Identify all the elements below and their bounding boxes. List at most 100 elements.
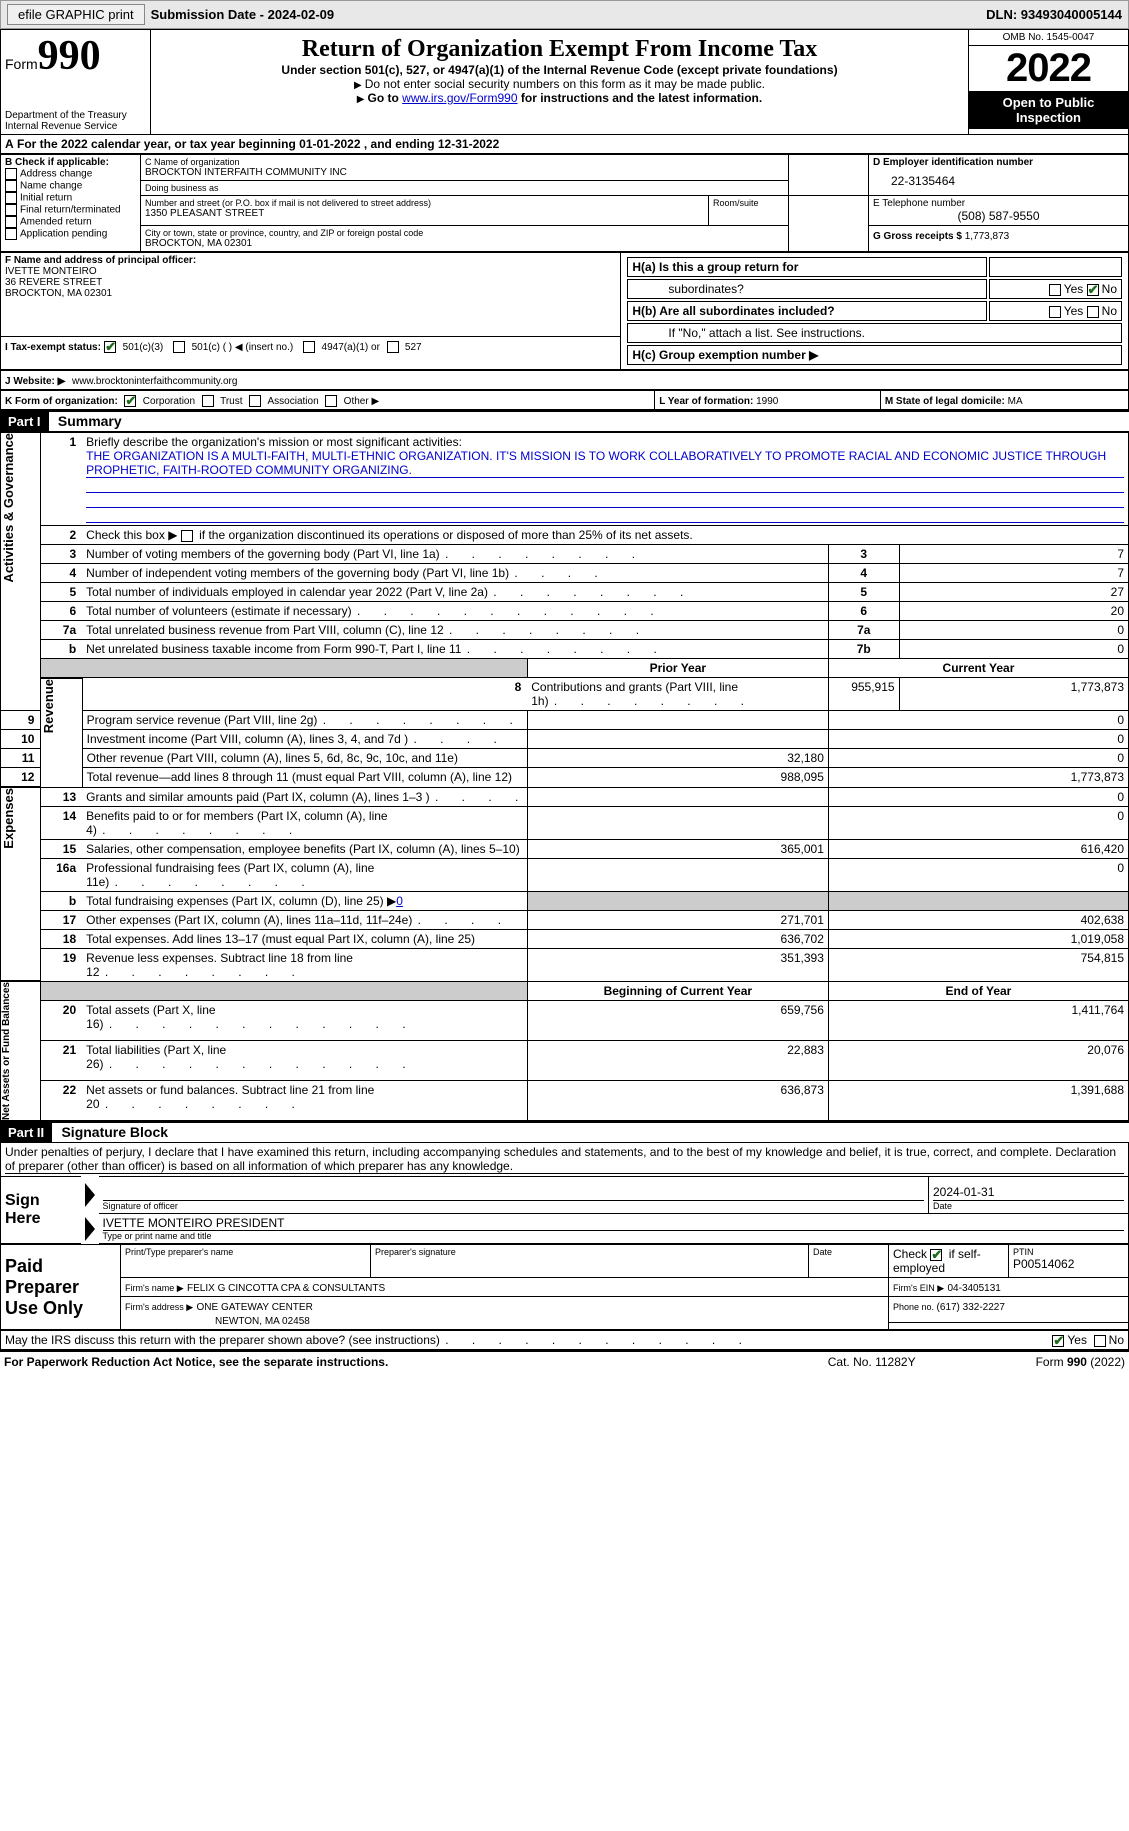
part1-title: Summary [52, 413, 122, 429]
gov-n-6: 6 [69, 604, 76, 618]
sign-here-block: Sign Here Signature of officer 2024-01-3… [0, 1176, 1129, 1244]
name-change-checkbox[interactable] [5, 180, 17, 192]
gov-box-6: 6 [828, 602, 899, 621]
exp-n-17: 17 [63, 913, 76, 927]
na-prior-22: 636,873 [527, 1080, 828, 1120]
exp-n-14: 14 [63, 809, 76, 823]
officer-street: 36 REVERE STREET [5, 277, 616, 288]
rev-prior-11: 32,180 [527, 749, 828, 768]
amended-checkbox[interactable] [5, 216, 17, 228]
city-label: City or town, state or province, country… [145, 228, 784, 238]
section-m-value: MA [1008, 396, 1023, 407]
other-checkbox[interactable] [325, 395, 337, 407]
line2-checkbox[interactable] [181, 530, 193, 542]
discuss-no: No [1109, 1333, 1124, 1347]
exp-n-15: 15 [63, 842, 76, 856]
sig-caret-icon-2 [85, 1217, 95, 1241]
addr-change-label: Address change [20, 169, 92, 180]
trust-checkbox[interactable] [202, 395, 214, 407]
open-public-2: Inspection [1016, 110, 1081, 125]
pending-checkbox[interactable] [5, 228, 17, 240]
firm-phone: (617) 332-2227 [937, 1302, 1005, 1313]
gov-n-7b: b [69, 642, 76, 656]
gov-n-3: 3 [69, 547, 76, 561]
paid-preparer-block: Paid Preparer Use Only Print/Type prepar… [0, 1244, 1129, 1330]
discuss-no-checkbox[interactable] [1094, 1335, 1106, 1347]
discuss-yes: Yes [1067, 1333, 1087, 1347]
gross-receipts-value: 1,773,873 [965, 231, 1010, 242]
part1-header: Part I [0, 412, 49, 431]
rev-n-11: 11 [22, 751, 35, 765]
room-label: Room/suite [713, 198, 784, 208]
gov-label-6: Total number of volunteers (estimate if … [86, 604, 656, 618]
corp-checkbox[interactable] [124, 395, 136, 407]
na-curr-20: 1,411,764 [828, 1000, 1128, 1040]
rev-curr-8: 1,773,873 [899, 678, 1128, 711]
gov-val-4: 7 [899, 564, 1128, 583]
na-label-20: Total assets (Part X, line 16) [86, 1003, 407, 1031]
part2-title: Signature Block [55, 1124, 168, 1140]
exp-grey2-16b [828, 891, 1128, 910]
initial-label: Initial return [20, 193, 72, 204]
phone-value: (508) 587-9550 [873, 209, 1124, 223]
hb-label: H(b) Are all subordinates included? [632, 304, 834, 318]
527-checkbox[interactable] [387, 341, 399, 353]
gov-label-3: Number of voting members of the governin… [86, 547, 637, 561]
section-a-label: A [5, 137, 14, 151]
gov-val-6: 20 [899, 602, 1128, 621]
hb-yes-checkbox[interactable] [1049, 306, 1061, 318]
exp-prior-15: 365,001 [527, 839, 828, 858]
501c3-checkbox[interactable] [104, 341, 116, 353]
line1-text: THE ORGANIZATION IS A MULTI-FAITH, MULTI… [86, 449, 1124, 478]
department: Department of the Treasury [5, 110, 146, 121]
hb-no: No [1102, 304, 1117, 318]
addr-change-checkbox[interactable] [5, 168, 17, 180]
exp-label-15: Salaries, other compensation, employee b… [86, 842, 520, 856]
gov-val-5: 27 [899, 583, 1128, 602]
line1-label: Briefly describe the organization's miss… [86, 435, 462, 449]
toolbar: efile GRAPHIC print Submission Date - 20… [0, 0, 1129, 29]
4947-checkbox[interactable] [303, 341, 315, 353]
exp-n-16b: b [69, 894, 76, 908]
ha-yes-checkbox[interactable] [1049, 284, 1061, 296]
discuss-yes-checkbox[interactable] [1052, 1335, 1064, 1347]
exp-prior-18: 636,702 [527, 929, 828, 948]
street-label: Number and street (or P.O. box if mail i… [145, 198, 704, 208]
exp-label-16b: Total fundraising expenses (Part IX, col… [86, 894, 396, 908]
officer-name-title: IVETTE MONTEIRO PRESIDENT [103, 1216, 1125, 1231]
rev-n-10: 10 [21, 732, 34, 746]
assoc-checkbox[interactable] [249, 395, 261, 407]
form-footer: Form 990 (2022) [1036, 1355, 1125, 1369]
ptin-value: P00514062 [1013, 1257, 1124, 1271]
irs-link[interactable]: www.irs.gov/Form990 [402, 91, 517, 105]
goto-suffix: for instructions and the latest informat… [518, 91, 763, 105]
ha-no-checkbox[interactable] [1087, 284, 1099, 296]
section-l-label: L Year of formation: [659, 396, 756, 407]
phone-label: E Telephone number [873, 198, 1124, 209]
goto-prefix: Go to [367, 91, 402, 105]
efile-print-button[interactable]: efile GRAPHIC print [7, 4, 145, 25]
firm-phone-label: Phone no. [893, 1302, 937, 1312]
street-value: 1350 PLEASANT STREET [145, 208, 704, 219]
exp-inline-16b[interactable]: 0 [396, 894, 403, 908]
ha-yes: Yes [1064, 282, 1084, 296]
initial-checkbox[interactable] [5, 192, 17, 204]
side-expenses: Expenses [1, 788, 16, 849]
exp-curr-16a: 0 [828, 858, 1128, 891]
exp-label-13: Grants and similar amounts paid (Part IX… [86, 790, 520, 804]
501c3-label: 501(c)(3) [123, 342, 164, 353]
omb: OMB No. 1545-0047 [969, 30, 1128, 46]
501c-checkbox[interactable] [173, 341, 185, 353]
ein-label: D Employer identification number [873, 157, 1124, 168]
rev-curr-9: 0 [828, 711, 1128, 730]
final-checkbox[interactable] [5, 204, 17, 216]
sections-f-h: F Name and address of principal officer:… [0, 252, 1129, 370]
exp-curr-19: 754,815 [828, 948, 1128, 981]
exp-prior-16a [527, 858, 828, 891]
hb-no-checkbox[interactable] [1087, 306, 1099, 318]
self-emp-checkbox[interactable] [930, 1249, 942, 1261]
firm-ein: 04-3405131 [947, 1283, 1000, 1294]
exp-label-19: Revenue less expenses. Subtract line 18 … [86, 951, 353, 979]
ha-no: No [1102, 282, 1117, 296]
amended-label: Amended return [20, 217, 92, 228]
